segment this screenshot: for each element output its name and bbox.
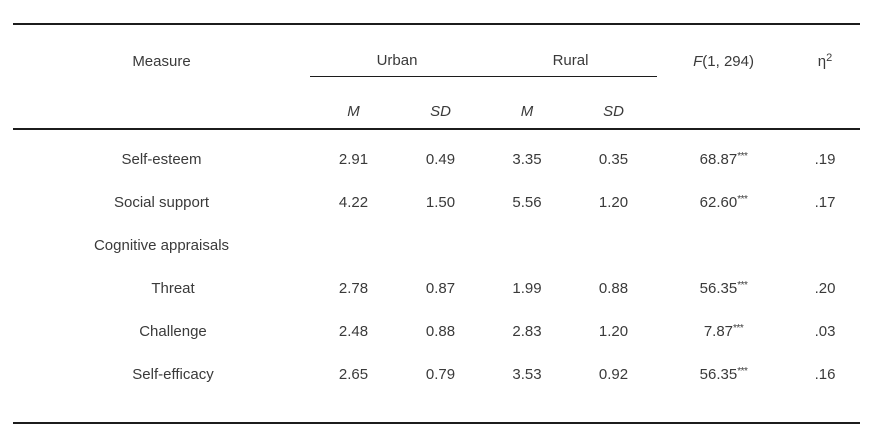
f-value-cell: 68.87*** xyxy=(657,129,790,181)
empty-cell xyxy=(570,224,657,267)
f-value: 56.35 xyxy=(699,280,738,297)
table-row-self-esteem: Self-esteem 2.91 0.49 3.35 0.35 68.87***… xyxy=(13,129,860,181)
bottom-spacer-row xyxy=(13,396,860,423)
significance-stars: *** xyxy=(737,280,748,291)
urban-sd-value: 0.49 xyxy=(425,151,456,168)
table-row-cognitive-appraisals: Cognitive appraisals xyxy=(13,224,860,267)
table-header: Measure Urban Rural F(1, 294) η2 M SD M … xyxy=(13,24,861,130)
urban-mean-value: 2.65 xyxy=(338,366,369,383)
urban-sd-value: 1.50 xyxy=(425,194,456,211)
urban-sd-value: 0.88 xyxy=(425,323,456,340)
table-row-social-support: Social support 4.22 1.50 5.56 1.20 62.60… xyxy=(13,181,860,224)
significance-stars: *** xyxy=(737,194,748,205)
eta-squared-value: .20 xyxy=(814,280,836,297)
f-value-cell: 56.35*** xyxy=(657,267,790,310)
f-statistic-header: F(1, 294) xyxy=(657,24,790,77)
f-symbol: F xyxy=(693,52,703,70)
rural-group-header: Rural xyxy=(484,24,658,77)
rural-mean-header: M xyxy=(484,76,571,130)
urban-mean-value: 2.48 xyxy=(338,323,369,340)
table-row-self-efficacy: Self-efficacy 2.65 0.79 3.53 0.92 56.35*… xyxy=(13,353,860,396)
f-value-cell: 56.35*** xyxy=(657,353,790,396)
significance-stars: *** xyxy=(733,323,744,334)
empty-cell xyxy=(310,224,397,267)
empty-cell xyxy=(484,224,570,267)
eta-squared-value: .16 xyxy=(814,366,836,383)
section-label: Cognitive appraisals xyxy=(93,237,230,254)
measure-label: Threat xyxy=(151,280,195,297)
empty-cell xyxy=(790,224,860,267)
rural-sd-value: 0.92 xyxy=(598,366,629,383)
f-value: 7.87 xyxy=(703,323,734,340)
rural-mean-value: 5.56 xyxy=(512,194,542,211)
empty-cell xyxy=(657,224,790,267)
empty-cell xyxy=(397,224,484,267)
urban-sd-value: 0.79 xyxy=(425,366,456,383)
measure-label: Self-esteem xyxy=(121,151,202,168)
table-row-threat: Threat 2.78 0.87 1.99 0.88 56.35*** .20 xyxy=(13,267,860,310)
eta-squared-value: .19 xyxy=(814,151,836,168)
rural-sd-value: 1.20 xyxy=(598,194,629,211)
urban-mean-value: 2.78 xyxy=(338,280,369,297)
rural-mean-value: 2.83 xyxy=(512,323,542,340)
significance-stars: *** xyxy=(737,151,748,162)
f-value: 56.35 xyxy=(699,366,738,383)
eta-squared-header: η2 xyxy=(790,24,860,77)
rural-sd-header: SD xyxy=(570,76,658,130)
f-value-cell: 7.87*** xyxy=(657,310,790,353)
measure-label: Challenge xyxy=(139,323,207,340)
eta-symbol: η xyxy=(817,52,827,70)
rural-sd-value: 1.20 xyxy=(598,323,629,340)
urban-group-header: Urban xyxy=(310,24,485,77)
urban-mean-value: 2.91 xyxy=(338,151,369,168)
group-header-row: Measure Urban Rural F(1, 294) η2 xyxy=(13,24,860,77)
table-body: Self-esteem 2.91 0.49 3.35 0.35 68.87***… xyxy=(13,129,860,423)
urban-mean-value: 4.22 xyxy=(338,194,369,211)
significance-stars: *** xyxy=(737,366,748,377)
f-value: 62.60 xyxy=(699,194,738,211)
empty-cell xyxy=(13,76,310,130)
empty-cell xyxy=(657,76,791,130)
eta-squared-value: .03 xyxy=(814,323,836,340)
measure-label: Social support xyxy=(113,194,210,211)
rural-sd-value: 0.88 xyxy=(598,280,629,297)
f-degrees-of-freedom: (1, 294) xyxy=(702,52,754,70)
empty-cell xyxy=(790,76,861,130)
urban-mean-header: M xyxy=(310,76,397,130)
measure-label: Self-efficacy xyxy=(132,366,214,383)
measure-header: Measure xyxy=(132,52,191,70)
f-value: 68.87 xyxy=(699,151,738,168)
eta-superscript: 2 xyxy=(826,51,833,64)
statistics-table: Measure Urban Rural F(1, 294) η2 M SD M … xyxy=(13,23,861,424)
rural-mean-value: 3.53 xyxy=(512,366,542,383)
empty-cell xyxy=(13,396,860,423)
urban-sd-header: SD xyxy=(397,76,485,130)
rural-sd-value: 0.35 xyxy=(598,151,629,168)
f-value-cell: 62.60*** xyxy=(657,181,790,224)
rural-mean-value: 3.35 xyxy=(512,151,542,168)
subheader-row: M SD M SD xyxy=(13,76,861,130)
rural-mean-value: 1.99 xyxy=(512,280,542,297)
urban-sd-value: 0.87 xyxy=(425,280,456,297)
eta-squared-value: .17 xyxy=(814,194,836,211)
table-row-challenge: Challenge 2.48 0.88 2.83 1.20 7.87*** .0… xyxy=(13,310,860,353)
